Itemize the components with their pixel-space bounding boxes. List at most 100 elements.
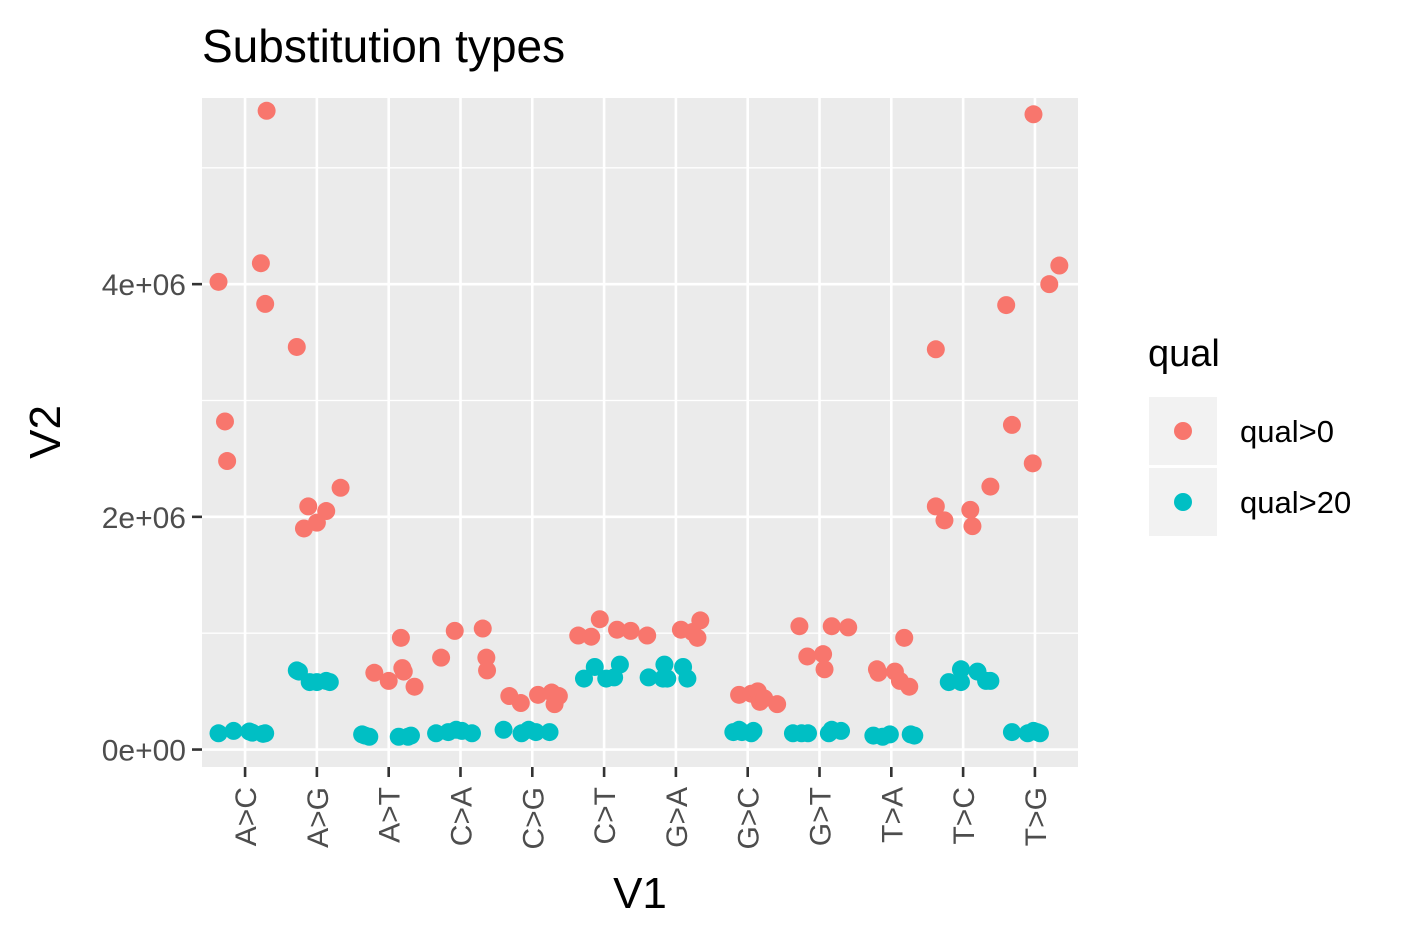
- x-tick-label: A>G: [302, 787, 335, 848]
- data-point-qual0: [997, 296, 1016, 315]
- data-point-qual20: [951, 660, 970, 679]
- data-point-qual0: [478, 661, 497, 680]
- points-layer: [209, 101, 1069, 746]
- data-point-qual20: [799, 724, 818, 743]
- data-point-qual20: [658, 669, 677, 688]
- x-tick-label: A>T: [374, 787, 407, 843]
- legend: qual qual>0 qual>20: [1148, 333, 1351, 536]
- data-point-qual0: [251, 254, 270, 273]
- y-axis-title: V2: [21, 405, 70, 459]
- data-point-qual0: [511, 694, 530, 713]
- data-point-qual0: [405, 677, 424, 696]
- data-point-qual20: [401, 726, 420, 745]
- data-point-qual0: [256, 294, 275, 313]
- data-point-qual0: [1050, 256, 1069, 275]
- data-point-qual20: [744, 721, 763, 740]
- data-point-qual0: [317, 502, 336, 521]
- data-point-qual0: [445, 621, 464, 640]
- data-point-qual20: [610, 655, 629, 674]
- data-point-qual20: [320, 673, 339, 692]
- data-point-qual0: [895, 628, 914, 647]
- data-point-qual0: [638, 626, 657, 645]
- data-point-qual0: [582, 627, 601, 646]
- data-point-qual0: [768, 695, 787, 714]
- data-point-qual0: [608, 620, 627, 639]
- data-point-qual20: [639, 668, 658, 687]
- data-point-qual0: [839, 618, 858, 637]
- legend-key-point: [1174, 493, 1192, 511]
- data-point-qual0: [621, 621, 640, 640]
- x-tick-label: C>G: [517, 787, 550, 850]
- data-point-qual0: [814, 645, 833, 664]
- data-point-qual0: [391, 628, 410, 647]
- data-point-qual0: [473, 619, 492, 638]
- data-point-qual0: [379, 671, 398, 690]
- data-point-qual20: [880, 725, 899, 744]
- x-tick-label: T>G: [1020, 787, 1053, 846]
- data-point-qual0: [432, 648, 451, 667]
- x-tick-label: T>A: [876, 787, 909, 843]
- grid-major: [202, 98, 1078, 767]
- data-point-qual0: [981, 477, 1000, 496]
- y-axis: 0e+00 2e+06 4e+06: [102, 269, 202, 768]
- data-point-qual0: [798, 647, 817, 666]
- data-point-qual0: [1024, 105, 1043, 124]
- data-point-qual20: [540, 723, 559, 742]
- x-tick-label: C>T: [589, 787, 622, 845]
- data-point-qual20: [832, 721, 851, 740]
- data-point-qual0: [869, 663, 888, 682]
- legend-title: qual: [1148, 333, 1220, 375]
- data-point-qual20: [1030, 724, 1049, 743]
- data-point-qual20: [494, 720, 513, 739]
- chart-title: Substitution types: [202, 20, 565, 72]
- legend-label: qual>0: [1240, 414, 1334, 449]
- data-point-qual0: [900, 677, 919, 696]
- data-point-qual20: [209, 724, 228, 743]
- data-point-qual0: [961, 500, 980, 519]
- data-point-qual20: [462, 724, 481, 743]
- x-axis-title: V1: [613, 869, 667, 918]
- data-point-qual0: [569, 626, 588, 645]
- y-tick-label: 2e+06: [102, 502, 186, 535]
- data-point-qual0: [549, 687, 568, 706]
- data-point-qual0: [257, 101, 276, 120]
- data-point-qual20: [1002, 723, 1021, 742]
- data-point-qual0: [218, 452, 237, 471]
- data-point-qual20: [585, 657, 604, 676]
- x-tick-label: A>C: [230, 787, 263, 846]
- data-point-qual0: [287, 337, 306, 356]
- data-point-qual0: [688, 628, 707, 647]
- y-tick-label: 4e+06: [102, 269, 186, 302]
- data-point-qual20: [678, 669, 697, 688]
- plot-panel: [202, 98, 1078, 767]
- data-point-qual0: [209, 272, 228, 291]
- x-axis: A>C A>G A>T C>A C>G C>T G>A G>C G>T T>A T>C T>G: [230, 767, 1053, 850]
- y-tick-label: 0e+00: [102, 735, 186, 768]
- data-point-qual0: [926, 497, 945, 516]
- data-point-qual20: [574, 669, 593, 688]
- legend-key-point: [1174, 422, 1192, 440]
- data-point-qual0: [691, 611, 710, 630]
- data-point-qual20: [655, 655, 674, 674]
- x-tick-label: G>C: [733, 787, 766, 850]
- data-point-qual0: [331, 478, 350, 497]
- data-point-qual0: [1040, 275, 1059, 294]
- data-point-qual0: [963, 517, 982, 536]
- data-point-qual0: [590, 610, 609, 629]
- data-point-qual0: [926, 340, 945, 359]
- data-point-qual20: [360, 727, 379, 746]
- data-point-qual20: [951, 673, 970, 692]
- legend-label: qual>20: [1240, 485, 1351, 520]
- data-point-qual0: [299, 497, 318, 516]
- x-tick-label: T>C: [948, 787, 981, 845]
- legend-items: qual>0 qual>20: [1149, 397, 1351, 536]
- data-point-qual0: [529, 685, 548, 704]
- data-point-qual0: [394, 662, 413, 681]
- data-point-qual20: [224, 721, 243, 740]
- data-point-qual0: [815, 660, 834, 679]
- data-point-qual0: [1023, 454, 1042, 473]
- data-point-qual0: [935, 511, 954, 530]
- x-tick-label: C>A: [445, 787, 478, 846]
